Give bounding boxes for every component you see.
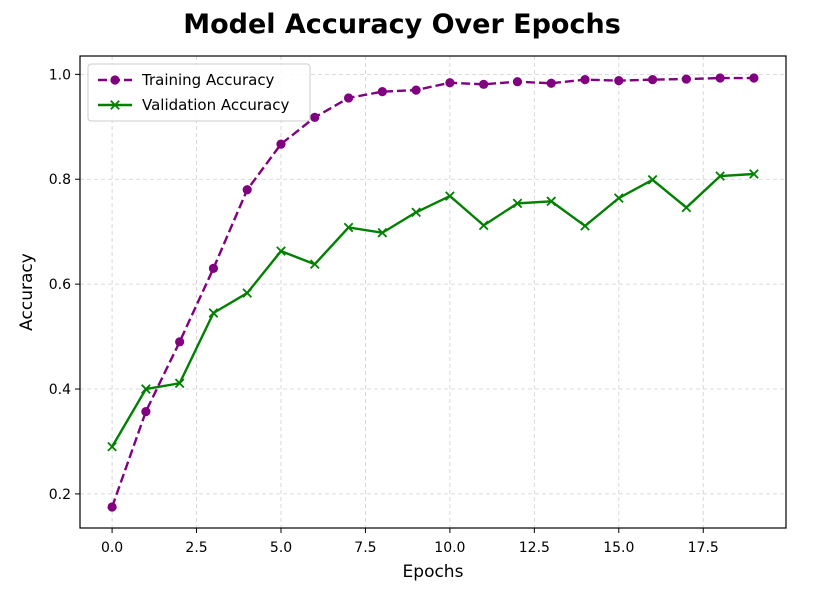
x-axis-label: Epochs <box>403 562 464 582</box>
data-point <box>276 246 286 256</box>
data-point <box>512 77 523 87</box>
series-validation <box>107 169 759 452</box>
data-point <box>681 74 691 84</box>
data-point <box>479 79 489 89</box>
data-point <box>343 93 354 103</box>
legend: Training Accuracy Validation Accuracy <box>87 63 311 122</box>
data-point <box>478 220 489 231</box>
y-tick-label: 0.4 <box>49 382 71 398</box>
axes: 0.0 2.5 5.0 7.5 10.0 12.5 15.0 17.5 0.2 0.4 0.6 0.8… <box>49 67 719 556</box>
data-point <box>343 222 354 233</box>
data-point <box>411 207 421 218</box>
y-tick-label: 0.2 <box>49 487 71 503</box>
data-point <box>546 196 557 207</box>
data-point <box>647 174 658 185</box>
data-point <box>310 112 320 122</box>
x-tick-label: 0.0 <box>101 540 123 556</box>
x-tick-label: 15.0 <box>603 540 634 556</box>
data-point <box>141 384 151 394</box>
x-tick-label: 7.5 <box>354 540 376 556</box>
x-tick-label: 17.5 <box>688 540 719 556</box>
data-point <box>175 337 185 347</box>
chart-title: Model Accuracy Over Epochs <box>183 9 621 40</box>
data-point <box>749 169 759 179</box>
data-point <box>174 378 185 389</box>
data-point <box>580 221 590 231</box>
y-tick-label: 0.8 <box>49 172 71 188</box>
plot-frame <box>79 55 787 529</box>
data-point <box>208 263 219 273</box>
data-point <box>377 227 388 238</box>
data-point <box>512 198 523 209</box>
x-tick-label: 10.0 <box>434 540 465 556</box>
data-point <box>715 73 725 83</box>
y-axis-label: Accuracy <box>17 253 37 331</box>
data-point <box>445 78 455 88</box>
x-tick-label: 5.0 <box>270 540 292 556</box>
data-point <box>242 288 253 298</box>
series-line <box>111 172 754 448</box>
series-training <box>107 73 759 512</box>
data-point <box>647 75 658 85</box>
x-tick-label: 12.5 <box>519 540 550 556</box>
data-point <box>276 139 286 149</box>
data-point <box>309 259 320 270</box>
series-layer <box>107 73 759 512</box>
data-point <box>242 185 252 195</box>
data-point <box>681 202 692 213</box>
legend-marker <box>110 100 120 110</box>
legend-marker <box>110 75 120 85</box>
series-line <box>110 76 754 508</box>
data-point <box>546 78 556 88</box>
data-point <box>580 75 590 85</box>
y-tick-label: 1.0 <box>49 67 71 83</box>
data-point <box>208 308 219 318</box>
grid <box>80 56 786 528</box>
x-tick-label: 2.5 <box>185 540 207 556</box>
data-point <box>445 191 455 201</box>
legend-box <box>87 63 311 122</box>
data-point <box>614 76 624 86</box>
data-point <box>141 406 151 417</box>
data-point <box>411 85 421 95</box>
legend-label: Training Accuracy <box>141 71 275 89</box>
data-point <box>749 73 759 83</box>
data-point <box>377 87 387 97</box>
y-tick-label: 0.6 <box>49 277 71 293</box>
data-point <box>613 193 624 203</box>
legend-label: Validation Accuracy <box>142 96 289 114</box>
data-point <box>107 502 117 512</box>
data-point <box>715 171 725 181</box>
data-point <box>107 441 117 452</box>
